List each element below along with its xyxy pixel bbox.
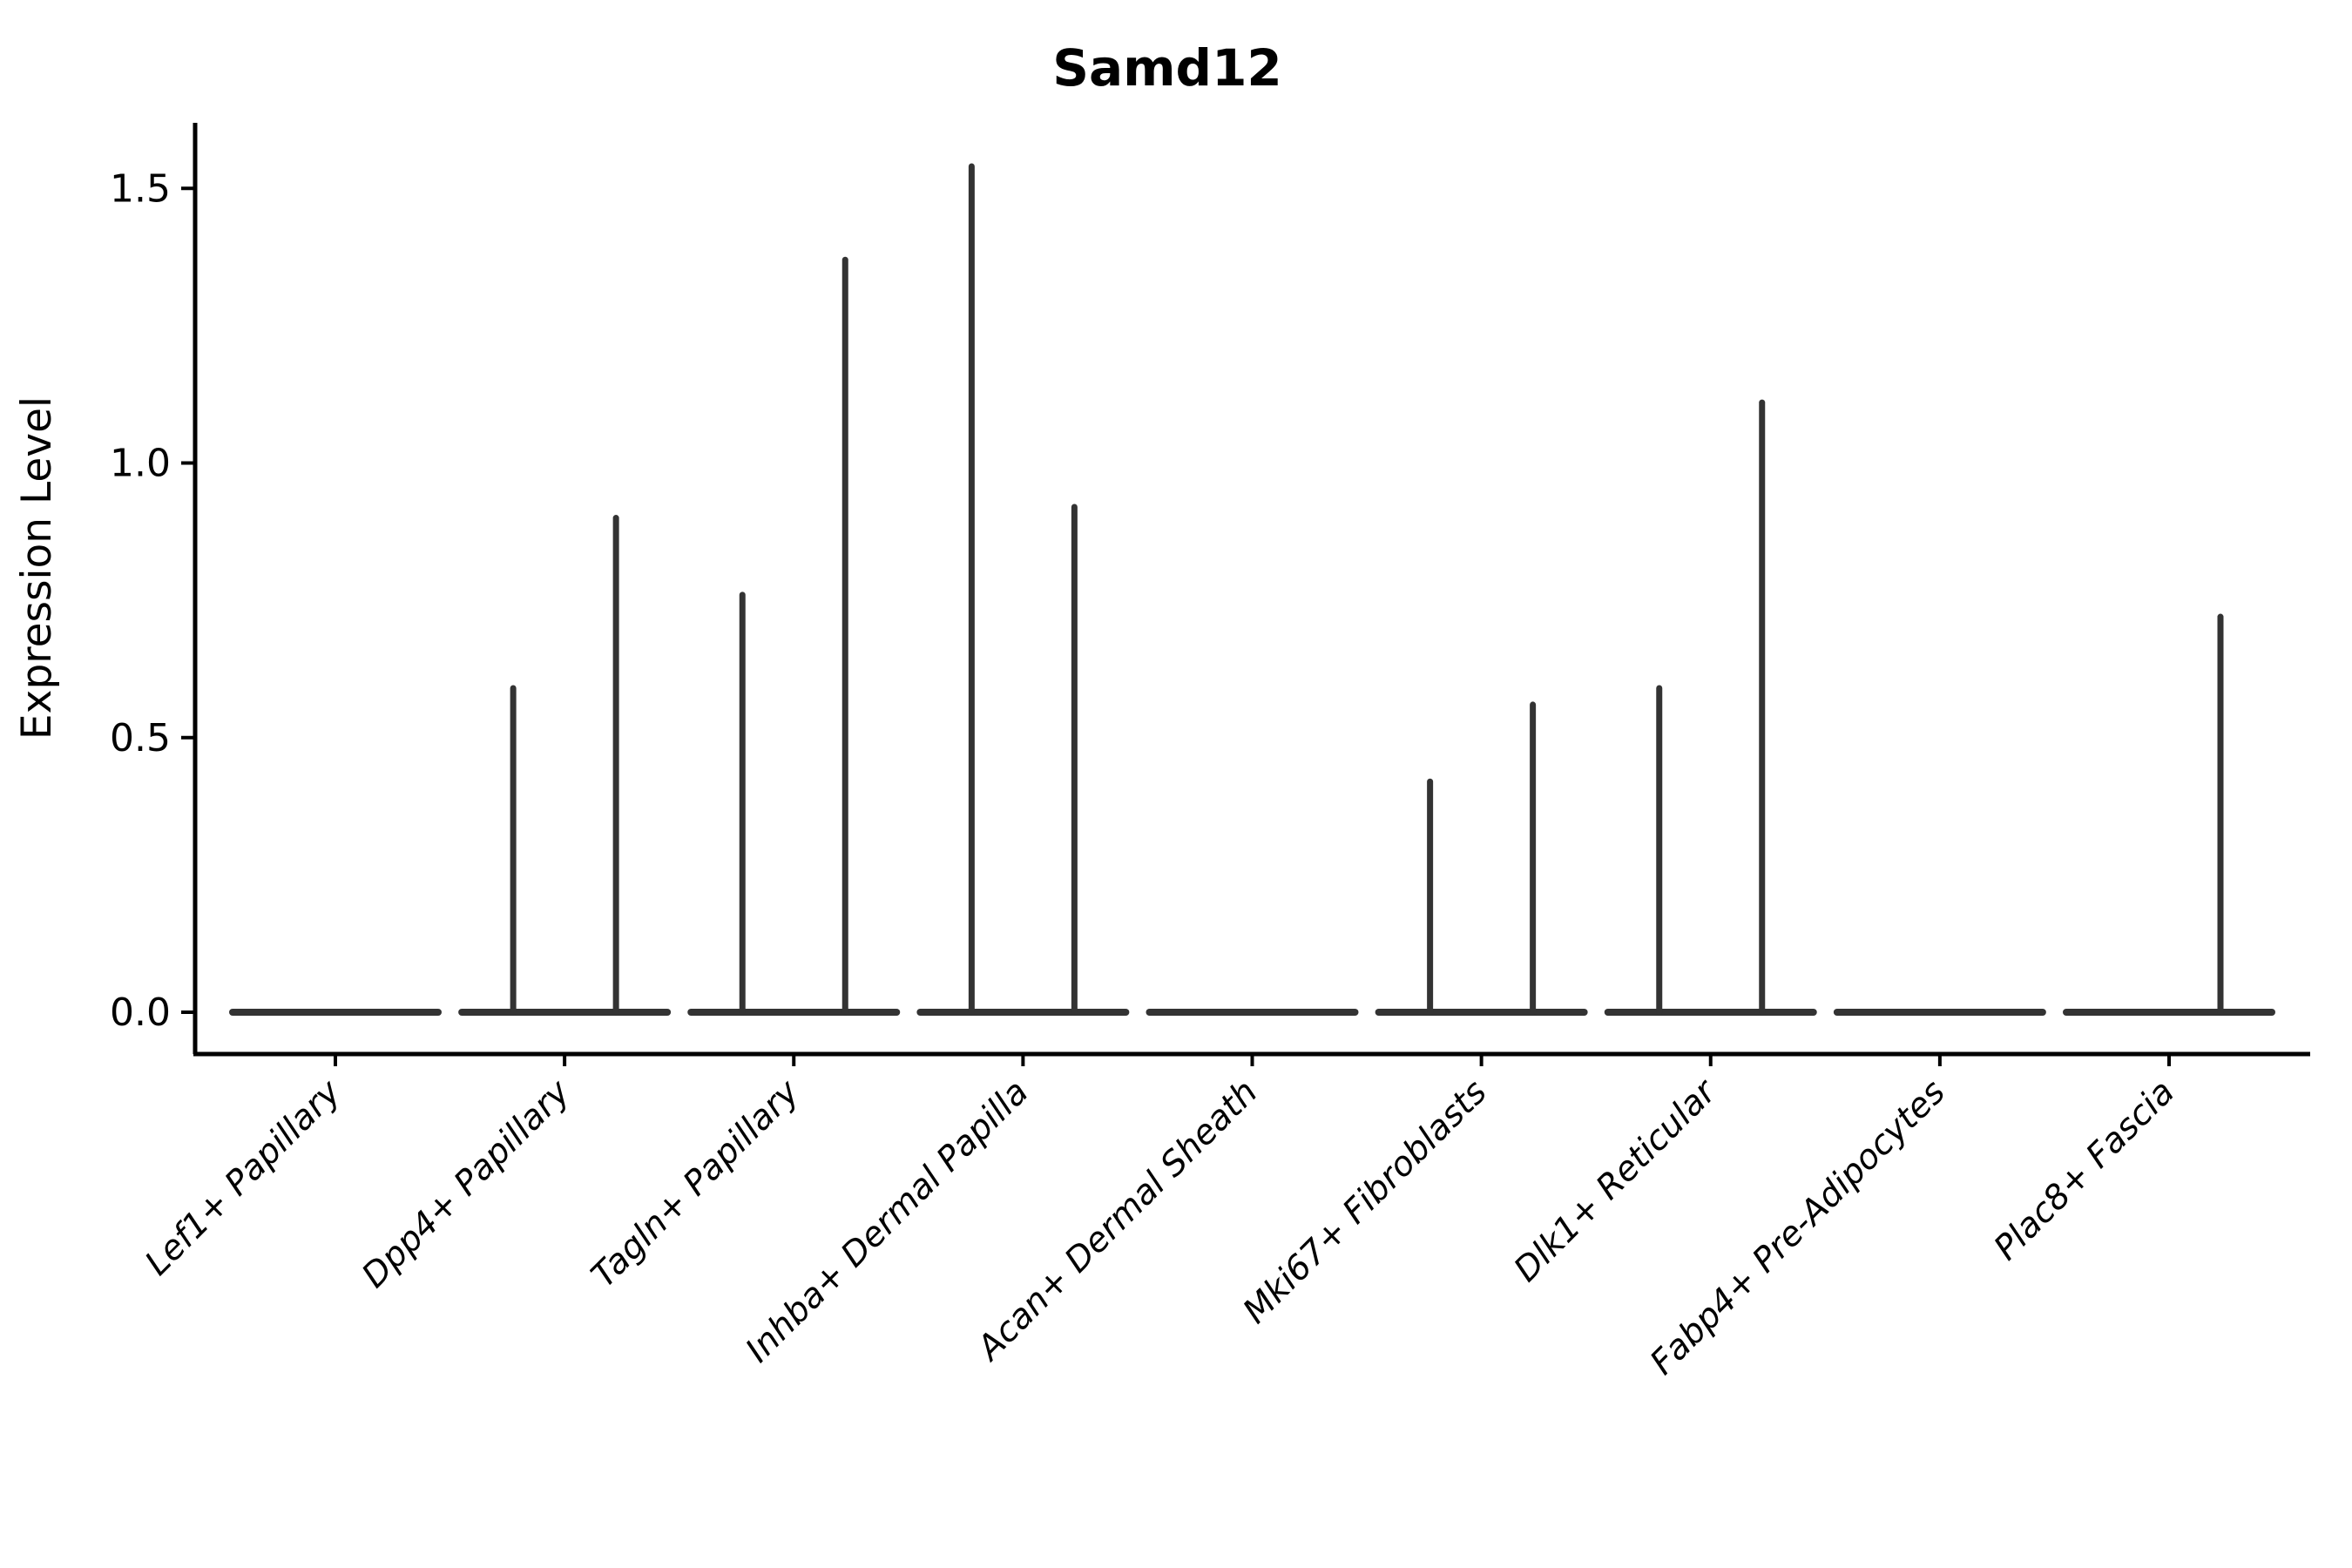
y-tick-label: 0.0 xyxy=(110,990,171,1035)
y-tick-label: 1.5 xyxy=(110,166,171,211)
x-tick-label: Plac8+ Fascia xyxy=(1987,1072,2182,1267)
x-tick-label: Dpp4+ Papillary xyxy=(355,1072,578,1296)
y-ticks: 0.0 0.5 1.0 1.5 xyxy=(110,166,195,1035)
x-ticks: Lef1+ Papillary Dpp4+ Papillary Tagln+ Pap… xyxy=(138,1054,2182,1382)
violins xyxy=(229,163,2275,1016)
x-tick-label: Mki67+ Fibroblasts xyxy=(1236,1072,1495,1331)
x-tick-label: Dlk1+ Reticular xyxy=(1507,1071,1726,1289)
x-tick-label: Tagln+ Papillary xyxy=(585,1072,808,1295)
y-tick-label: 1.0 xyxy=(110,442,171,486)
y-tick-label: 0.5 xyxy=(110,716,171,760)
x-tick-label: Lef1+ Papillary xyxy=(138,1072,349,1284)
y-axis-label: Expression Level xyxy=(13,396,61,740)
plot-title: Samd12 xyxy=(1052,38,1282,98)
